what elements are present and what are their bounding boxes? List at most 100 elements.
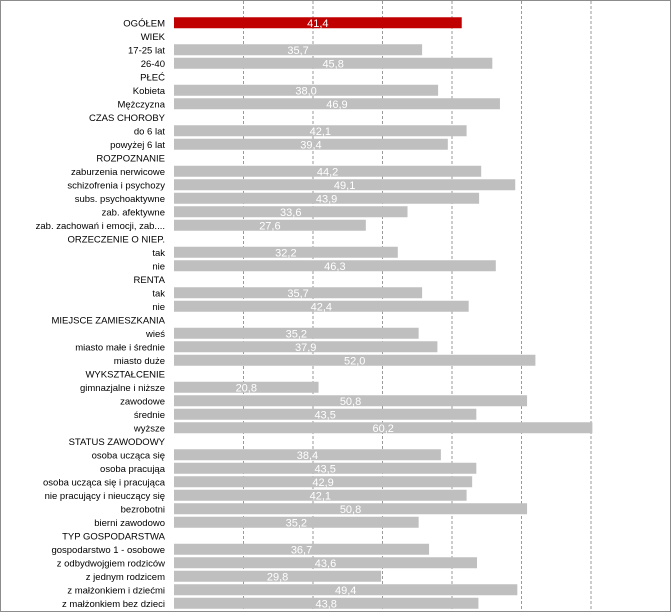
category-label: gimnazjalne i niższe bbox=[80, 383, 165, 394]
value-label: 42,1 bbox=[310, 490, 331, 502]
category-label: z odbydwojgiem rodziców bbox=[57, 558, 165, 569]
bar bbox=[174, 327, 419, 339]
value-label: 46,9 bbox=[326, 99, 347, 111]
value-label: 27,6 bbox=[259, 220, 280, 232]
bar bbox=[174, 84, 439, 96]
bar bbox=[174, 341, 438, 353]
category-label: ORZECZENIE O NIEP. bbox=[68, 234, 165, 245]
category-label: powyżej 6 lat bbox=[110, 140, 165, 151]
value-label: 43,5 bbox=[314, 463, 335, 475]
category-label: zawodowe bbox=[120, 396, 165, 407]
category-label: z małżonkiem i dziećmi bbox=[67, 585, 165, 596]
category-label: tak bbox=[152, 248, 165, 259]
category-label: nie bbox=[152, 302, 165, 313]
value-label: 41,4 bbox=[307, 18, 328, 30]
value-label: 50,8 bbox=[340, 504, 361, 516]
bar bbox=[174, 138, 448, 150]
category-label: osoba pracująa bbox=[100, 464, 166, 475]
category-label: osoba ucząca się bbox=[92, 450, 165, 461]
value-label: 35,7 bbox=[287, 288, 308, 300]
value-label: 42,9 bbox=[312, 477, 333, 489]
value-label: 52,0 bbox=[344, 355, 365, 367]
category-label: subs. psychoaktywne bbox=[75, 194, 165, 205]
bar bbox=[174, 557, 478, 569]
category-label: miasto duże bbox=[114, 356, 165, 367]
bar bbox=[174, 543, 430, 555]
bar-total bbox=[174, 17, 462, 29]
bar bbox=[174, 476, 473, 488]
value-label: 33,6 bbox=[280, 207, 301, 219]
bar bbox=[174, 354, 536, 366]
bar bbox=[174, 206, 408, 218]
bar bbox=[174, 246, 398, 258]
value-label: 43,8 bbox=[315, 598, 336, 610]
value-label: 42,4 bbox=[311, 301, 332, 313]
bar bbox=[174, 219, 366, 231]
bar bbox=[174, 98, 500, 110]
bar bbox=[174, 503, 528, 515]
category-label: nie bbox=[152, 261, 165, 272]
bar bbox=[174, 584, 518, 596]
category-label: WYKSZTAŁCENIE bbox=[85, 369, 165, 380]
category-label: gospodarstwo 1 - osobowe bbox=[51, 545, 165, 556]
value-label: 43,9 bbox=[316, 193, 337, 205]
value-label: 43,6 bbox=[315, 558, 336, 570]
bar bbox=[174, 408, 477, 420]
bar bbox=[174, 395, 528, 407]
bar bbox=[174, 462, 477, 474]
category-label: CZAS CHOROBY bbox=[89, 113, 166, 124]
bar bbox=[174, 125, 467, 137]
category-label: Kobieta bbox=[133, 86, 166, 97]
category-label: schizofrenia i psychozy bbox=[67, 180, 165, 191]
value-label: 20,8 bbox=[236, 382, 257, 394]
bar bbox=[174, 489, 467, 501]
category-label: z małżonkiem bez dzieci bbox=[62, 599, 165, 610]
value-label: 60,2 bbox=[372, 423, 393, 435]
category-label: wieś bbox=[145, 329, 165, 340]
value-label: 38,4 bbox=[297, 450, 318, 462]
value-label: 32,2 bbox=[275, 247, 296, 259]
value-label: 42,1 bbox=[310, 126, 331, 138]
category-label: z jednym rodzicem bbox=[86, 572, 165, 583]
value-label: 49,4 bbox=[335, 585, 356, 597]
category-label: bezrobotni bbox=[121, 504, 165, 515]
category-label: średnie bbox=[134, 410, 165, 421]
value-label: 36,7 bbox=[291, 544, 312, 556]
value-label: 37,9 bbox=[295, 342, 316, 354]
category-label: STATUS ZAWODOWY bbox=[69, 437, 166, 448]
category-label: wyższe bbox=[133, 423, 165, 434]
value-label: 46,3 bbox=[324, 261, 345, 273]
bar bbox=[174, 287, 423, 299]
value-label: 35,2 bbox=[286, 328, 307, 340]
category-label: osoba ucząca się i pracująca bbox=[43, 477, 166, 488]
value-label: 35,7 bbox=[287, 45, 308, 57]
category-label: Mężczyzna bbox=[117, 99, 165, 110]
category-label: do 6 lat bbox=[134, 126, 166, 137]
value-label: 43,5 bbox=[314, 409, 335, 421]
category-label: zab. zachowań i emocji, zab.... bbox=[36, 221, 165, 232]
category-label: miasto małe i średnie bbox=[75, 342, 165, 353]
bar bbox=[174, 260, 496, 272]
bar bbox=[174, 57, 493, 69]
category-label: 17-25 lat bbox=[128, 45, 165, 56]
category-label: zab. afektywne bbox=[102, 207, 165, 218]
bar bbox=[174, 570, 382, 582]
category-label: ROZPOZNANIE bbox=[96, 153, 165, 164]
value-label: 44,2 bbox=[317, 166, 338, 178]
value-label: 50,8 bbox=[340, 396, 361, 408]
value-label: 39,4 bbox=[300, 139, 321, 151]
category-label: WIEK bbox=[141, 32, 166, 43]
value-label: 45,8 bbox=[322, 58, 343, 70]
category-label: RENTA bbox=[134, 275, 166, 286]
value-label: 29,8 bbox=[267, 571, 288, 583]
value-label: 49,1 bbox=[334, 180, 355, 192]
bar bbox=[174, 179, 516, 191]
category-label: nie pracujący i nieuczący się bbox=[45, 491, 165, 502]
bar bbox=[174, 516, 419, 528]
category-label: tak bbox=[152, 288, 165, 299]
bar bbox=[174, 449, 441, 461]
bar bbox=[174, 597, 479, 609]
bar bbox=[174, 422, 593, 434]
bar bbox=[174, 300, 469, 312]
category-label: MIEJSCE ZAMIESZKANIA bbox=[52, 315, 166, 326]
